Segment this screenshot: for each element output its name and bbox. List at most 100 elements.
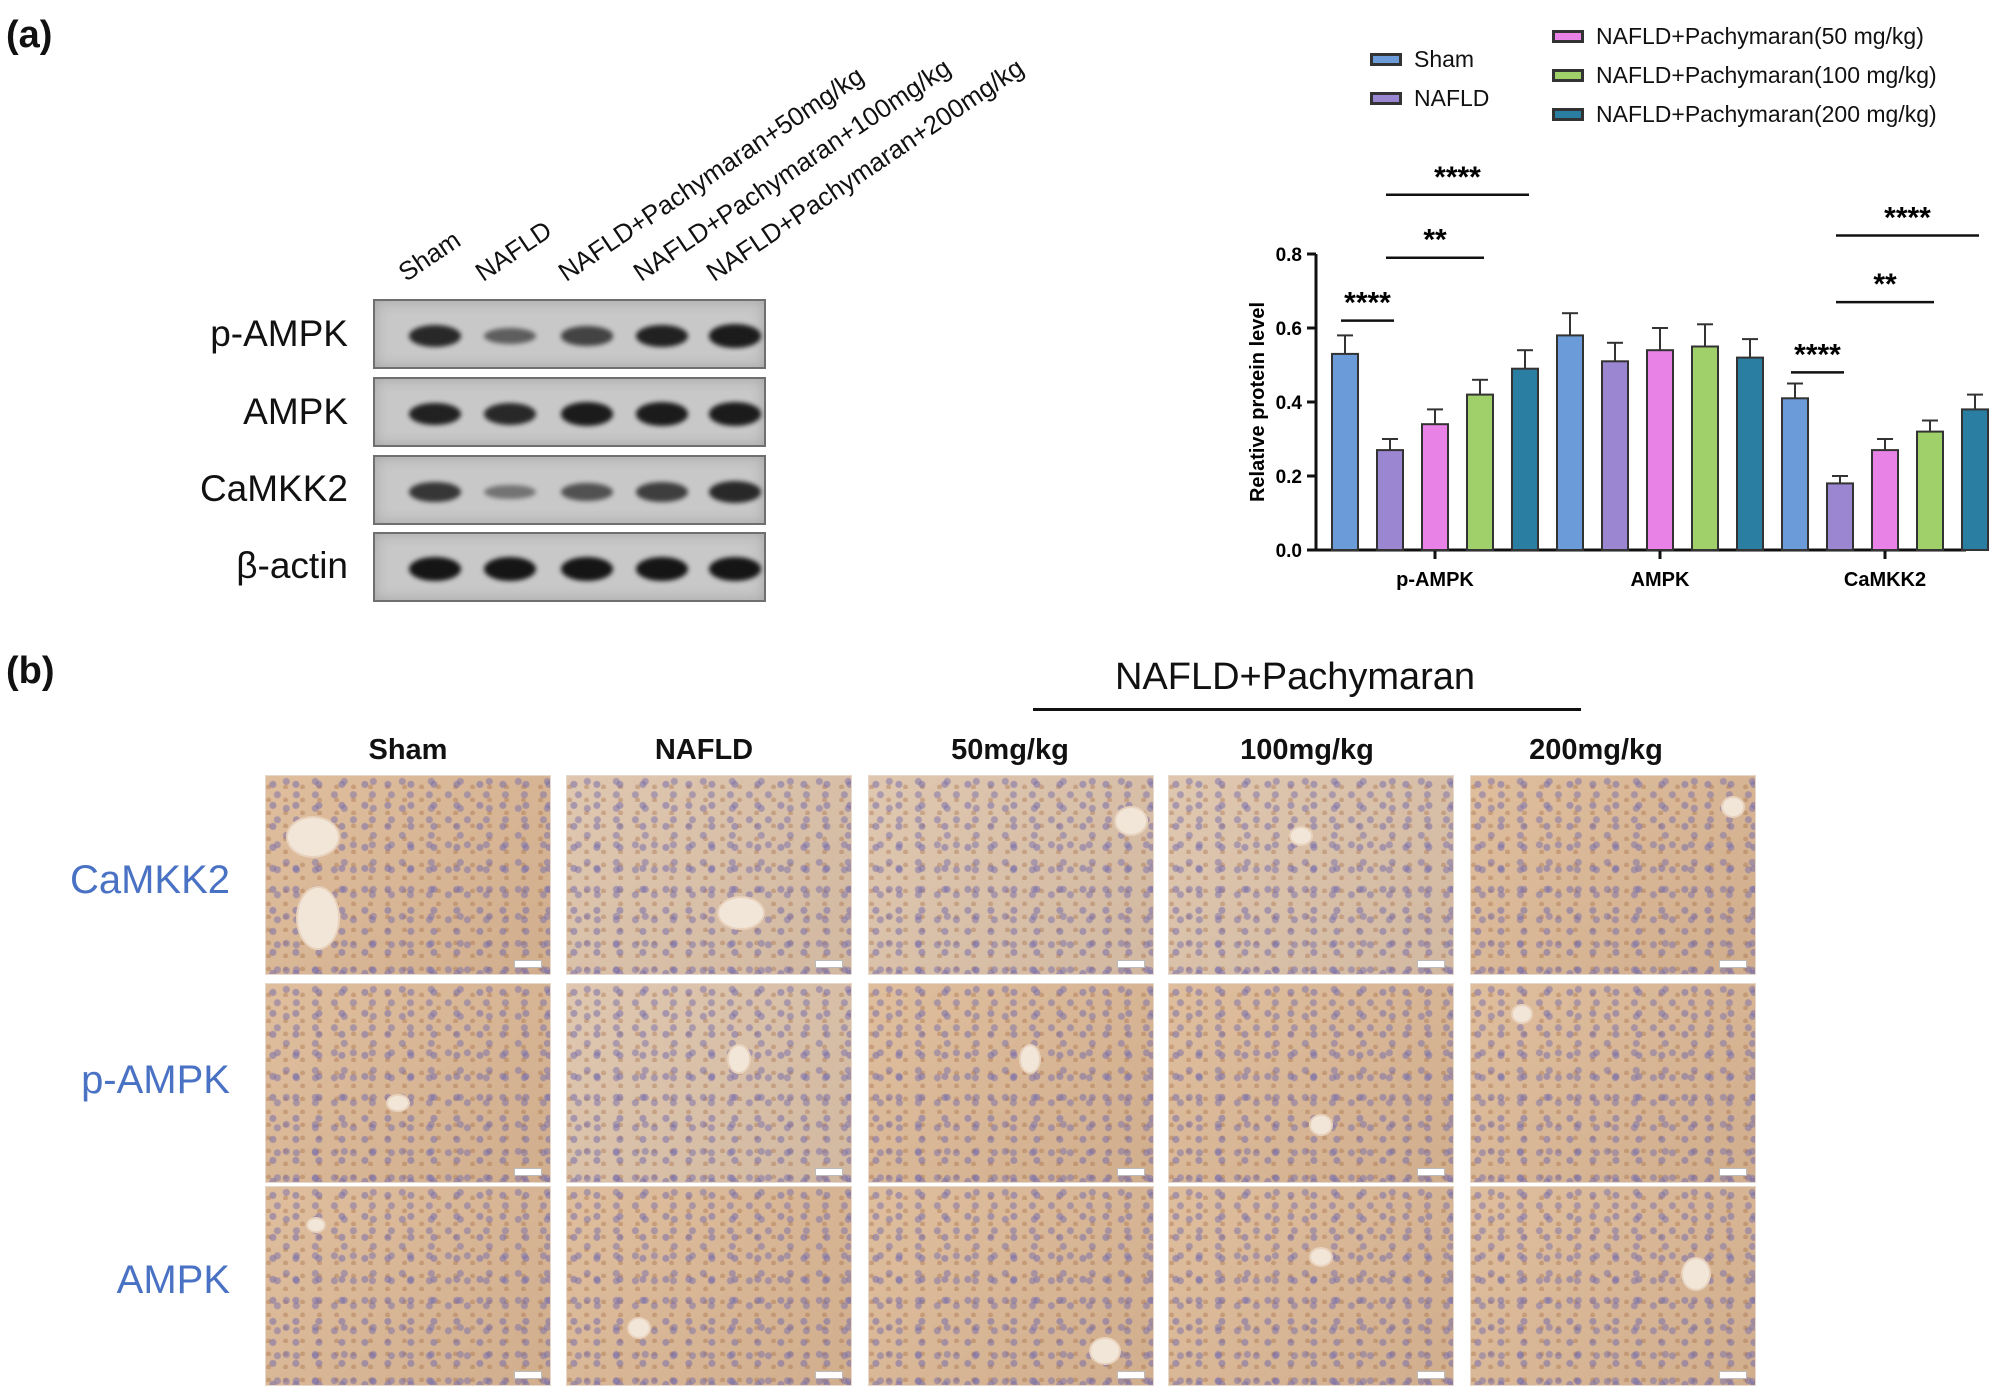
- scale-bar: [815, 960, 843, 968]
- scale-bar: [1417, 960, 1445, 968]
- blot-band: [636, 482, 688, 502]
- scale-bar: [1117, 960, 1145, 968]
- bar: [1421, 423, 1449, 552]
- bar: [1961, 408, 1989, 551]
- scale-bar: [514, 960, 542, 968]
- blot-band: [636, 557, 688, 581]
- ihc-image: [1470, 775, 1756, 975]
- ihc-image: [1470, 1186, 1756, 1386]
- ihc-tissue-texture: [1169, 984, 1453, 1182]
- blot-band: [561, 402, 613, 426]
- ihc-image: [1168, 775, 1454, 975]
- ihc-vessel: [627, 1317, 651, 1339]
- significance-label: ****: [1344, 287, 1391, 320]
- ihc-row-title: AMPK: [116, 1258, 230, 1302]
- ihc-image: [868, 775, 1154, 975]
- legend-item: NAFLD: [1370, 85, 1489, 112]
- ihc-vessel: [1511, 1004, 1533, 1024]
- legend-item: Sham: [1370, 46, 1474, 73]
- blot-band: [636, 324, 688, 348]
- legend-item: NAFLD+Pachymaran(100 mg/kg): [1552, 62, 1937, 89]
- ihc-column-title: 50mg/kg: [951, 734, 1069, 766]
- blot-protein-label: CaMKK2: [199, 468, 348, 509]
- bar: [1556, 334, 1584, 551]
- ihc-vessel: [1114, 806, 1148, 836]
- ihc-image: [1168, 1186, 1454, 1386]
- ihc-row-title: CaMKK2: [69, 858, 230, 902]
- panel-a-label: (a): [6, 14, 53, 56]
- scale-bar: [1719, 960, 1747, 968]
- scale-bar: [1719, 1168, 1747, 1176]
- ihc-image: [265, 983, 551, 1183]
- ihc-vessel: [1309, 1247, 1333, 1267]
- bar: [1781, 397, 1809, 551]
- ihc-image: [868, 1186, 1154, 1386]
- blot-band: [709, 557, 761, 581]
- bar: [1466, 393, 1494, 551]
- ihc-vessel: [1681, 1257, 1711, 1291]
- significance-label: **: [1873, 268, 1897, 301]
- legend-label: NAFLD+Pachymaran(50 mg/kg): [1596, 23, 1924, 49]
- ihc-tissue-texture: [567, 1187, 851, 1385]
- ihc-vessel: [717, 896, 765, 930]
- blot-band: [484, 484, 536, 500]
- ihc-image: [566, 983, 852, 1183]
- scale-bar: [1117, 1168, 1145, 1176]
- scale-bar: [1417, 1371, 1445, 1379]
- legend-swatch: [1552, 69, 1584, 82]
- ihc-tissue-texture: [1471, 1187, 1755, 1385]
- blot-protein-label: β-actin: [236, 545, 348, 586]
- x-tick-label: CaMKK2: [1844, 569, 1926, 591]
- panel-b-label: (b): [6, 650, 55, 692]
- ihc-group-underline: [1033, 708, 1581, 711]
- ihc-vessel: [1089, 1337, 1121, 1365]
- blot-strip-ampk: [373, 377, 766, 447]
- ihc-tissue-texture: [266, 1187, 550, 1385]
- blot-band: [709, 402, 761, 426]
- ihc-tissue-texture: [567, 776, 851, 974]
- ihc-image: [868, 983, 1154, 1183]
- ihc-tissue-texture: [869, 984, 1153, 1182]
- bar: [1691, 345, 1719, 551]
- x-tick-label: AMPK: [1631, 569, 1690, 591]
- significance-label: ****: [1434, 161, 1481, 194]
- blot-band: [409, 402, 461, 426]
- ihc-image: [566, 775, 852, 975]
- blot-band: [709, 324, 761, 348]
- scale-bar: [1719, 1371, 1747, 1379]
- bar: [1736, 356, 1764, 551]
- blot-band: [484, 403, 536, 425]
- ihc-vessel: [306, 1217, 326, 1233]
- legend-label: NAFLD+Pachymaran(200 mg/kg): [1596, 101, 1937, 127]
- scale-bar: [815, 1371, 843, 1379]
- ihc-tissue-texture: [266, 984, 550, 1182]
- y-tick-label: 0.6: [1276, 319, 1302, 340]
- scale-bar: [1417, 1168, 1445, 1176]
- y-tick-label: 0.8: [1276, 245, 1302, 266]
- bar: [1601, 360, 1629, 551]
- ihc-column-title: Sham: [368, 734, 448, 766]
- bar: [1916, 430, 1944, 552]
- blot-band: [561, 483, 613, 501]
- y-tick-label: 0.0: [1276, 541, 1302, 562]
- y-tick-label: 0.2: [1276, 467, 1302, 488]
- significance-label: ****: [1884, 202, 1931, 235]
- legend-label: NAFLD+Pachymaran(100 mg/kg): [1596, 62, 1937, 88]
- lane-label: NAFLD+Pachymaran+100mg/kg: [627, 52, 956, 288]
- ihc-tissue-texture: [1169, 776, 1453, 974]
- ihc-vessel: [286, 816, 340, 858]
- ihc-tissue-texture: [567, 984, 851, 1182]
- significance-label: ****: [1794, 338, 1841, 371]
- legend-label: NAFLD: [1414, 85, 1490, 111]
- bar: [1331, 352, 1359, 551]
- legend-swatch: [1370, 53, 1402, 66]
- ihc-vessel: [386, 1094, 410, 1112]
- significance-label: **: [1423, 224, 1447, 257]
- bar: [1646, 349, 1674, 551]
- bar: [1376, 449, 1404, 552]
- bar: [1511, 367, 1539, 551]
- blot-protein-label: AMPK: [243, 391, 348, 432]
- ihc-vessel: [1309, 1114, 1333, 1136]
- legend-swatch: [1370, 92, 1402, 105]
- ihc-vessel: [296, 886, 340, 950]
